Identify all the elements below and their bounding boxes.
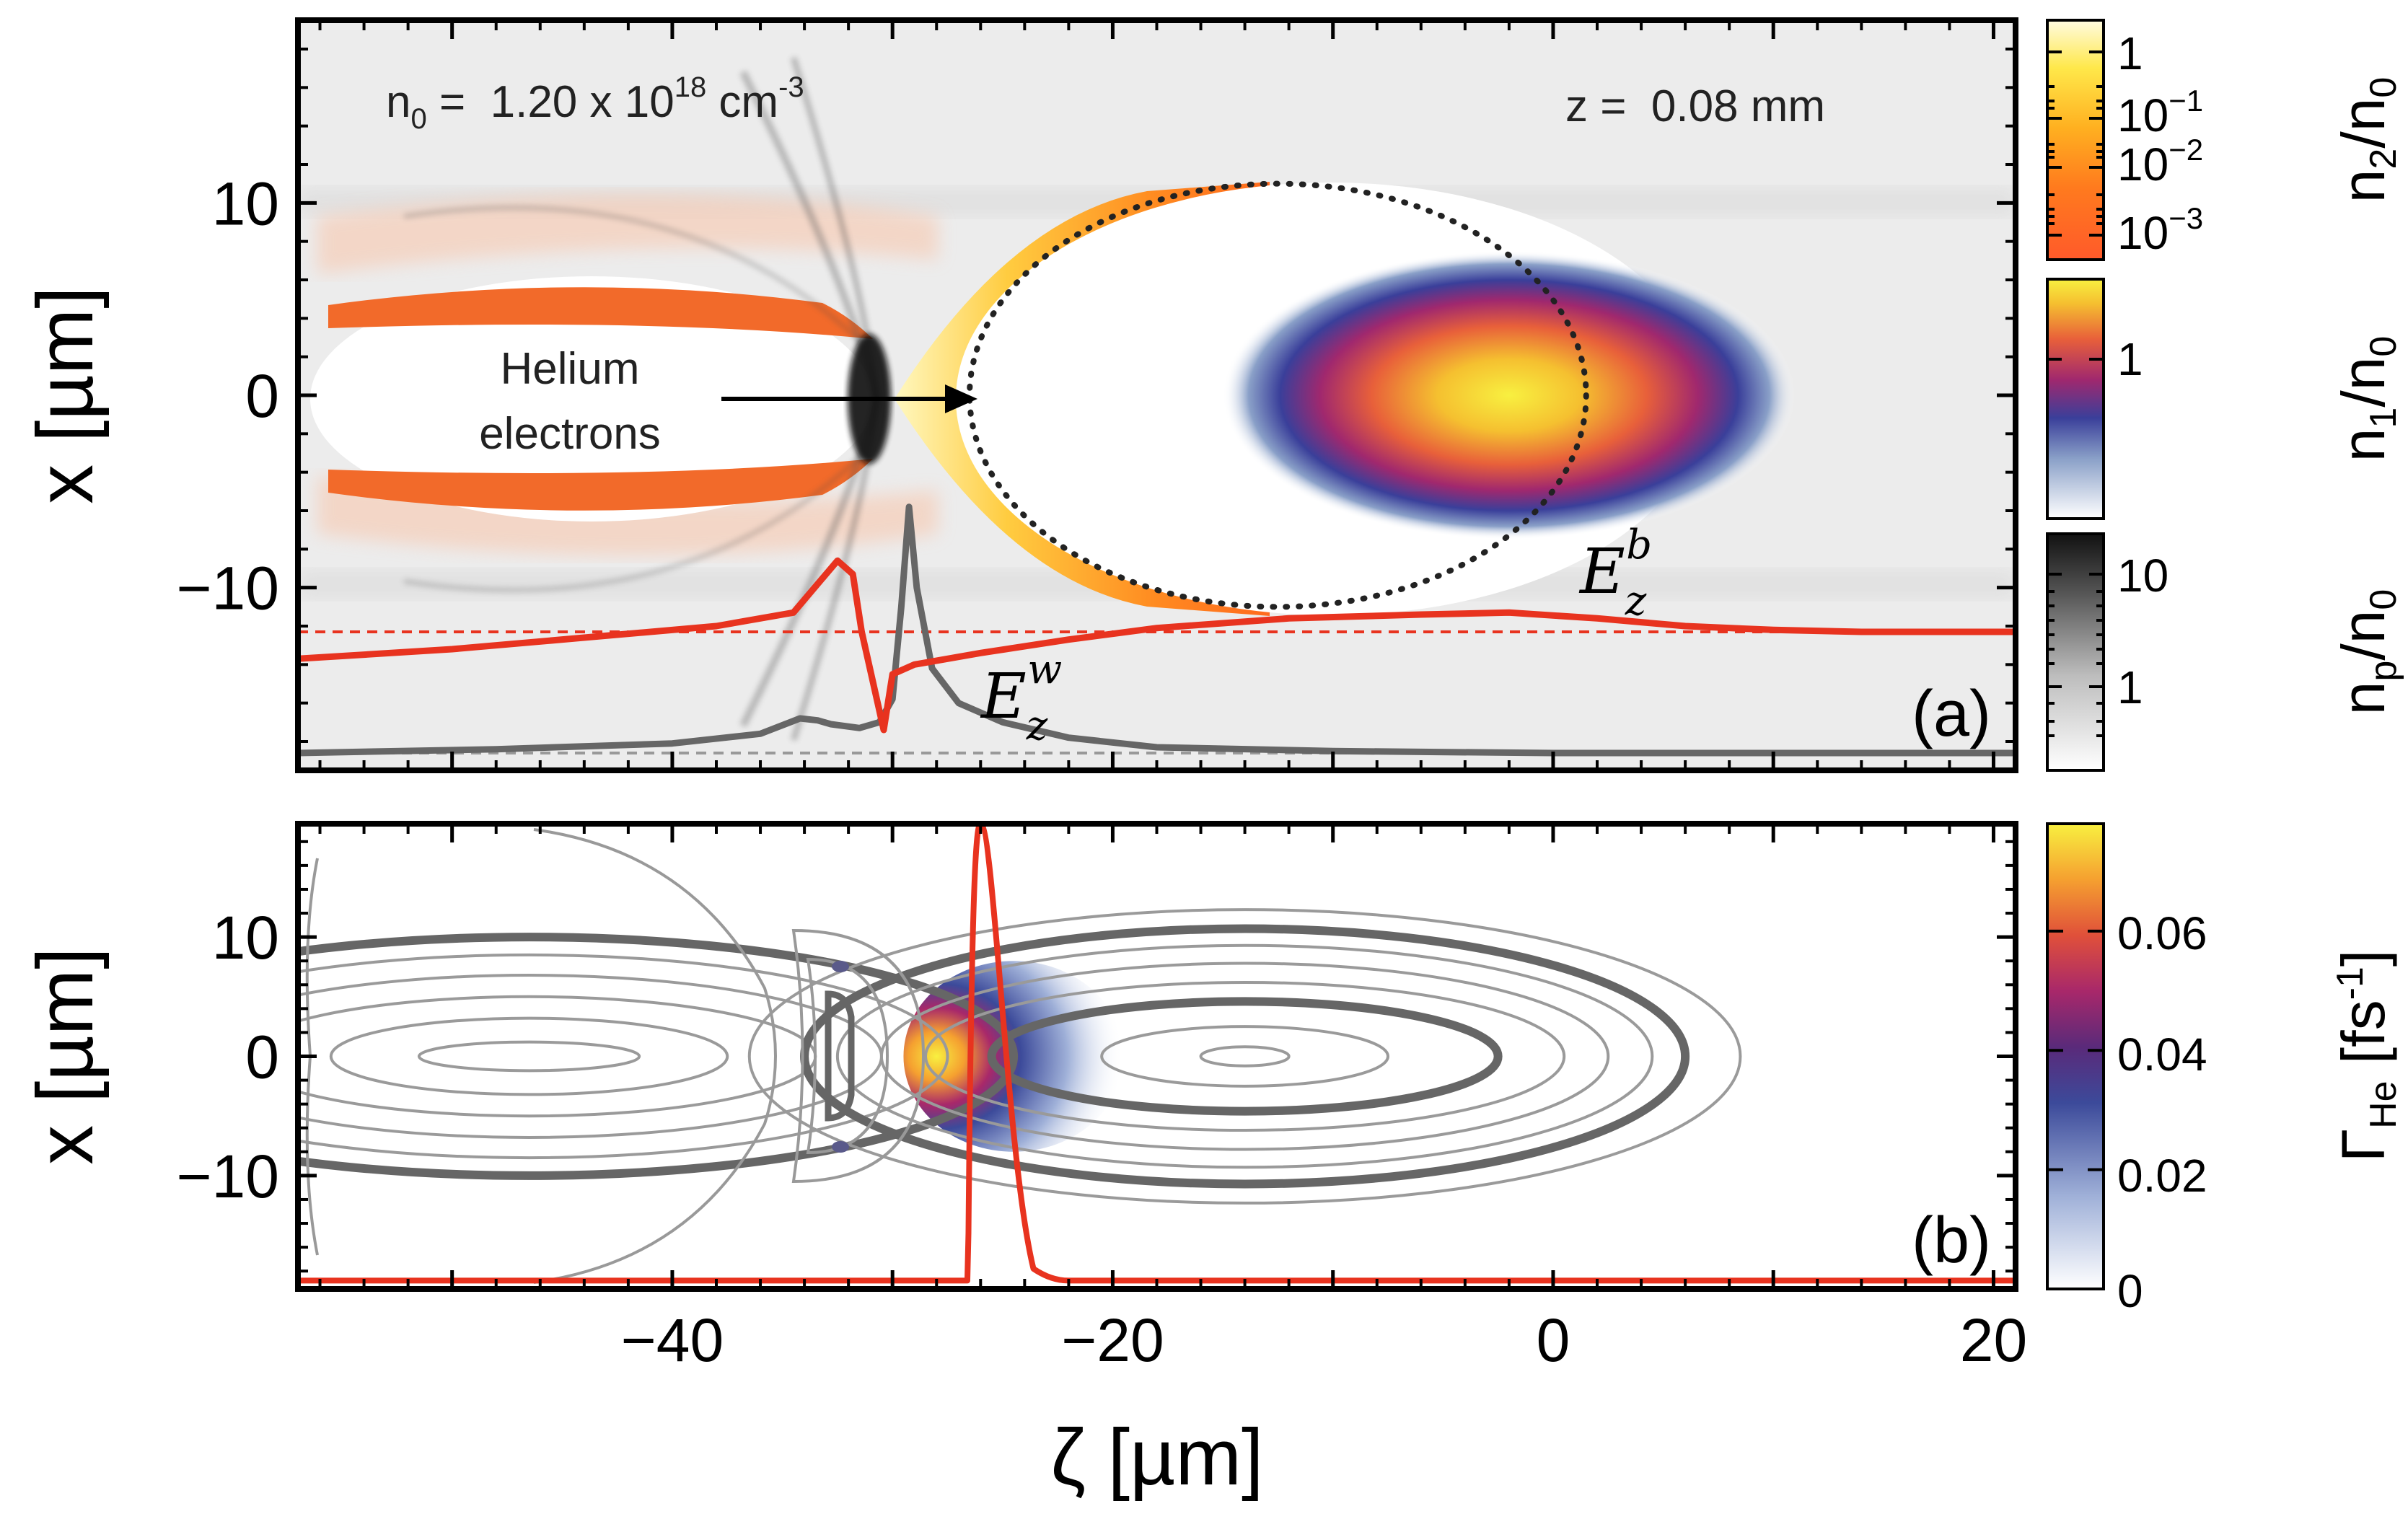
contour-1 <box>329 1016 729 1096</box>
cb-n2-tick-4: 10−3 <box>2117 201 2203 259</box>
panel-b-xlabel: ζ [µm] <box>1050 1413 1263 1502</box>
sheath-trajectory-3 <box>403 206 868 348</box>
series-ezb-line <box>298 557 2016 734</box>
panel-a-ytick-label: 10 <box>212 170 279 237</box>
bubble-outline-dotted <box>967 180 1589 610</box>
panel-a <box>298 20 2016 770</box>
colorbar-gamma <box>2046 822 2105 1290</box>
colorbar-np <box>2046 532 2105 772</box>
cb-np-title: np/n0 <box>2329 589 2404 716</box>
contour-13 <box>747 908 1742 1205</box>
contour-8 <box>987 997 1503 1116</box>
panel-b-ytick-label: −10 <box>177 1143 280 1210</box>
helium-band-upper <box>328 287 873 339</box>
cb-n2-tick-3: 10−2 <box>2117 133 2203 190</box>
cb-n2-tick-2: 10−1 <box>2117 84 2203 141</box>
cb-gamma-tick-4: 0 <box>2117 1265 2143 1317</box>
panel-b <box>298 824 2016 1289</box>
panel-a-ylabel: x [µm] <box>21 286 110 504</box>
cb-np-tick-1: 10 <box>2117 550 2168 602</box>
sheath-trajectory-4 <box>403 449 868 592</box>
series-ezw-points <box>298 506 2016 754</box>
cb-gamma-title: ΓHe [fs-1] <box>2329 950 2404 1162</box>
contour-7 <box>1100 1025 1390 1088</box>
center-blob-lower <box>832 1141 849 1153</box>
panel-b-ytick-label: 0 <box>245 1024 279 1091</box>
panel-a-axes: 10 0 −10 <box>177 20 2016 770</box>
density-annotation: n0 = 1.20 x 1018 cm-3 <box>386 71 804 135</box>
center-contour-1 <box>806 957 889 1155</box>
panel-b-xtick-label: −40 <box>621 1306 724 1374</box>
center-contour-2 <box>791 928 926 1184</box>
panel-a-ytick-label: −10 <box>177 555 280 622</box>
helium-arrow-head <box>945 384 977 413</box>
colorbar-ticks <box>2047 50 2104 1290</box>
trapped-halo-upper <box>317 195 938 274</box>
center-blob-upper <box>832 961 849 972</box>
panel-b-ytick-label: 10 <box>212 904 279 972</box>
panel-b-background <box>298 824 2016 1289</box>
colorbar-n1 <box>2046 278 2105 520</box>
panel-b-label: (b) <box>1912 1205 1991 1277</box>
panel-a-ytick-label: 0 <box>245 362 279 430</box>
ezw-label: Ezw <box>980 646 1062 749</box>
panel-a-label: (a) <box>1912 678 1991 750</box>
first-bubble-cavity <box>310 276 873 521</box>
contour-12 <box>800 924 1690 1189</box>
contour-10 <box>879 961 1610 1151</box>
cb-gamma-tick-3: 0.02 <box>2117 1150 2207 1202</box>
contour-11 <box>835 943 1654 1169</box>
panel-b-xtick-label: −20 <box>1061 1306 1164 1374</box>
contour-4 <box>298 953 949 1160</box>
outer-contour-left <box>533 828 777 1284</box>
helium-label-line1: Helium <box>501 344 640 394</box>
contour-9 <box>923 980 1566 1132</box>
helium-band-lower <box>328 459 873 511</box>
z-position-label: z = 0.08 mm <box>1565 82 1825 131</box>
cb-n1-tick-1: 1 <box>2117 333 2143 385</box>
contour-0 <box>417 1040 641 1073</box>
panel-b-xtick-label: 0 <box>1537 1306 1570 1374</box>
cb-gamma-tick-1: 0.06 <box>2117 907 2207 959</box>
helium-label-line2: electrons <box>479 409 661 459</box>
cb-n2-title: n2/n0 <box>2329 77 2404 203</box>
cb-np-tick-2: 1 <box>2117 661 2143 713</box>
laser-pulse-envelope <box>298 824 2016 1284</box>
ezb-label: Ezb <box>1578 521 1652 625</box>
cb-n2-tick-1: 1 <box>2117 27 2143 79</box>
center-contour-d <box>825 990 855 1122</box>
colorbar-n2 <box>2046 19 2105 261</box>
cb-n1-title: n1/n0 <box>2329 336 2404 462</box>
panel-b-axes: 10 0 −10 −40 −20 0 20 <box>177 824 2027 1374</box>
panel-b-xtick-label: 20 <box>1960 1306 2027 1374</box>
series-ezb-points <box>298 560 2016 731</box>
contour-5 <box>298 933 1018 1180</box>
cb-gamma-tick-2: 0.04 <box>2117 1029 2207 1081</box>
potential-contours <box>298 908 1742 1205</box>
panel-b-ylabel: x [µm] <box>21 947 110 1165</box>
driver-beam <box>1223 251 1796 540</box>
contour-6 <box>1199 1045 1291 1068</box>
